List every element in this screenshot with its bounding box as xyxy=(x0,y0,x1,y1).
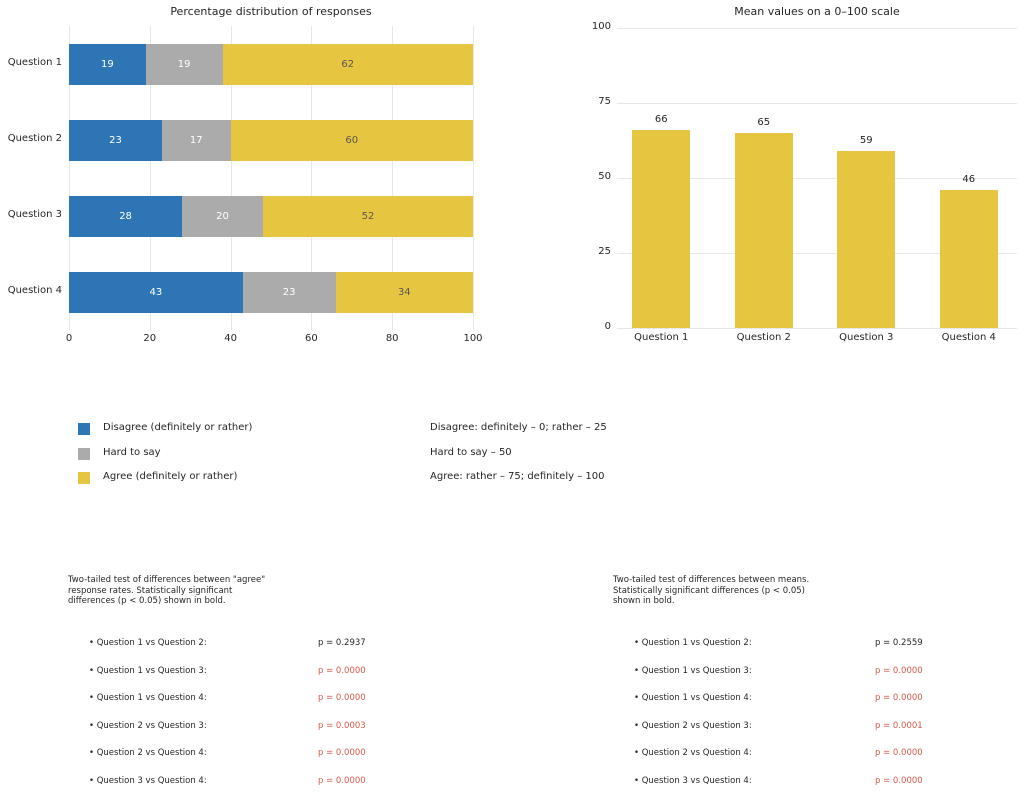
mean-chart-title: Mean values on a 0–100 scale xyxy=(734,5,900,18)
y-tick-label: 25 xyxy=(598,246,611,257)
bar-segment: 23 xyxy=(69,119,162,161)
scale-note: Disagree: definitely – 0; rather – 25 xyxy=(430,422,607,433)
bar-segment: 28 xyxy=(69,195,183,237)
y-tick-label: 75 xyxy=(598,96,611,107)
comparison-p-value: p = 0.2937 xyxy=(318,638,366,648)
gridline xyxy=(617,28,1017,29)
x-tick-label: 40 xyxy=(224,333,237,344)
test-heading: Two-tailed test of differences between "… xyxy=(68,575,266,607)
mean-bar xyxy=(939,190,998,328)
comparison-p-value: p = 0.0000 xyxy=(875,748,923,758)
bar-value-label: 46 xyxy=(962,174,976,185)
y-tick-label: 100 xyxy=(591,21,611,32)
legend-swatch xyxy=(78,447,90,460)
comparison-p-value: p = 0.0000 xyxy=(318,775,366,786)
x-tick-label: 100 xyxy=(463,333,483,344)
category-label: Question 1 xyxy=(634,332,689,343)
category-label: Question 2 xyxy=(736,332,791,343)
category-label: Question 1 xyxy=(7,57,62,68)
category-label: Question 3 xyxy=(839,332,894,343)
bar-value-label: 65 xyxy=(757,117,771,128)
gridline xyxy=(392,26,394,330)
test-heading: Two-tailed test of differences between m… xyxy=(613,575,810,607)
comparison-label: Question 1 vs Question 4: xyxy=(89,693,207,703)
bar-segment: 23 xyxy=(242,271,336,313)
comparison-label: Question 1 vs Question 4: xyxy=(634,693,752,703)
category-label: Question 4 xyxy=(941,332,996,343)
gridline xyxy=(149,26,151,330)
x-tick-label: 0 xyxy=(65,333,73,344)
bar-segment: 19 xyxy=(69,43,146,85)
bar-segment: 34 xyxy=(335,271,473,313)
comparison-label: Question 2 vs Question 4: xyxy=(89,748,207,758)
stacked-chart-title: Percentage distribution of responses xyxy=(170,5,372,18)
comparison-p-value: p = 0.0000 xyxy=(875,665,923,676)
comparison-label: Question 1 vs Question 2: xyxy=(634,638,752,648)
comparison-label: Question 1 vs Question 2: xyxy=(89,638,207,648)
bar-segment: 43 xyxy=(69,271,243,313)
bar-value-label: 66 xyxy=(654,114,668,125)
comparison-label: Question 3 vs Question 4: xyxy=(89,776,207,786)
comparison-p-value: p = 0.0000 xyxy=(318,693,366,703)
legend-swatch xyxy=(78,423,90,435)
comparison-label: Question 2 vs Question 4: xyxy=(634,748,752,758)
gridline xyxy=(69,26,70,330)
legend-label: Disagree (definitely or rather) xyxy=(103,422,253,433)
gridline xyxy=(617,178,1017,179)
gridline xyxy=(473,26,474,330)
comparison-label: Question 2 vs Question 3: xyxy=(89,721,207,731)
mean-bar xyxy=(734,133,793,328)
bar-segment: 17 xyxy=(161,119,231,161)
comparison-p-value: p = 0.0000 xyxy=(875,775,923,786)
bar-segment: 19 xyxy=(145,43,223,85)
scale-note: Agree: rather – 75; definitely – 100 xyxy=(430,471,605,482)
y-tick-label: 50 xyxy=(598,171,611,182)
category-label: Question 4 xyxy=(7,285,62,296)
category-label: Question 2 xyxy=(7,133,62,144)
mean-bar xyxy=(837,151,896,328)
category-label: Question 3 xyxy=(7,209,62,220)
x-tick-label: 20 xyxy=(143,333,157,344)
bar-segment: 60 xyxy=(230,119,473,161)
comparison-p-value: p = 0.0001 xyxy=(875,720,923,731)
comparison-label: Question 1 vs Question 3: xyxy=(89,666,207,676)
comparison-p-value: p = 0.0003 xyxy=(318,720,366,731)
legend-label: Hard to say xyxy=(103,446,161,458)
legend-swatch xyxy=(78,472,90,484)
gridline xyxy=(311,26,313,330)
comparison-label: Question 1 vs Question 3: xyxy=(634,666,752,676)
comparison-p-value: p = 0.0000 xyxy=(318,665,366,676)
comparison-label: Question 2 vs Question 3: xyxy=(634,721,752,731)
gridline xyxy=(617,253,1017,254)
gridline xyxy=(230,26,232,330)
comparison-label: Question 3 vs Question 4: xyxy=(634,776,752,786)
x-tick-label: 60 xyxy=(305,333,318,344)
legend-label: Agree (definitely or rather) xyxy=(103,471,238,482)
y-tick-label: 0 xyxy=(604,321,611,332)
gridline xyxy=(617,103,1017,104)
gridline xyxy=(617,328,1017,329)
scale-note: Hard to say – 50 xyxy=(430,446,512,458)
comparison-p-value: p = 0.0000 xyxy=(318,748,366,758)
bar-segment: 62 xyxy=(222,43,473,85)
bar-segment: 20 xyxy=(182,195,263,237)
bar-segment: 52 xyxy=(262,195,473,237)
comparison-p-value: p = 0.0000 xyxy=(875,693,923,703)
mean-bar xyxy=(632,130,691,328)
bar-value-label: 59 xyxy=(859,135,873,146)
x-tick-label: 80 xyxy=(385,333,399,344)
comparison-p-value: p = 0.2559 xyxy=(875,638,923,648)
